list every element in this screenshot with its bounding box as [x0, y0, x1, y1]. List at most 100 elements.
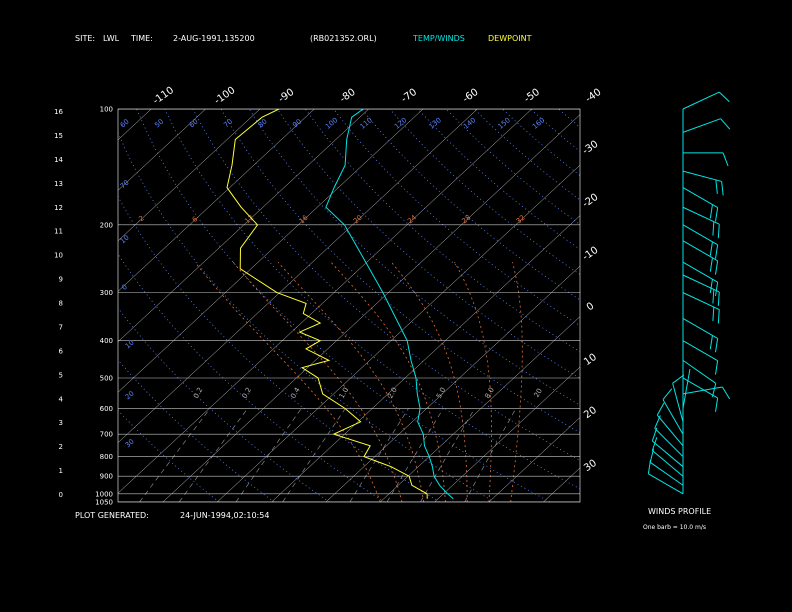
isotherm-line	[118, 109, 261, 242]
wind-barb-shaft	[682, 317, 718, 339]
legend-temp: TEMP/WINDS	[412, 34, 465, 43]
mixing-ratio-line	[464, 408, 517, 502]
dry-adiabat	[118, 359, 275, 502]
isotherm-right-label: 20	[582, 405, 599, 421]
dry-adiabat	[118, 195, 440, 502]
dry-adiabat-label: 120	[393, 116, 408, 131]
wind-barb-shaft	[682, 206, 720, 225]
dry-adiabat-label: 70	[119, 179, 131, 191]
moist-adiabat	[330, 261, 446, 502]
dry-adiabat	[558, 109, 580, 128]
wind-barb-shaft	[656, 414, 684, 447]
dry-adiabat-label: 50	[153, 118, 165, 130]
dry-adiabat	[118, 253, 385, 502]
wind-barb-shaft	[682, 261, 718, 283]
wind-barb-flag	[712, 306, 715, 321]
mixing-ratio-label: 5.0	[435, 386, 447, 400]
mixing-ratio-label: 0.2	[241, 386, 253, 400]
isotherm-line	[118, 109, 478, 444]
isotherm-line	[434, 366, 580, 502]
dry-adiabat-label: 20	[124, 390, 136, 402]
dry-adiabat	[587, 109, 792, 502]
wind-barb-flag	[662, 388, 673, 400]
wind-barb-flag	[709, 335, 713, 350]
wind-barb-flag	[715, 338, 719, 353]
isotherm-right-label: 10	[582, 352, 599, 368]
wind-barb-flag	[711, 383, 717, 398]
dry-adiabat-label: 110	[359, 116, 374, 131]
wind-barb-flag	[715, 397, 719, 412]
isotherm-line	[543, 467, 580, 502]
moist-adiabat-label: 20	[352, 214, 364, 226]
wind-barb-shaft	[682, 170, 722, 182]
dry-adiabat-label: 10	[119, 234, 131, 246]
wind-barb-shaft	[682, 118, 721, 133]
wind-barb-shaft	[682, 274, 720, 293]
height-tick-label: 4	[59, 395, 64, 403]
isotherm-top-label: -100	[213, 85, 238, 107]
wind-barb-flag	[717, 291, 720, 306]
moist-adiabat-label: 6	[191, 215, 200, 224]
height-tick-label: 2	[59, 443, 63, 451]
winds-profile	[647, 91, 731, 495]
temperature-profile	[325, 109, 454, 500]
isotherm-right-label: 30	[582, 458, 599, 474]
pressure-tick-label: 200	[100, 221, 113, 229]
isotherm-top-label: -70	[399, 87, 419, 105]
moist-adiabat-label: 28	[460, 214, 472, 226]
wind-barb-flag	[709, 257, 713, 272]
wind-barb-flag	[715, 179, 718, 194]
axis-labels: 1002003004005006007008009001000105016151…	[54, 85, 603, 507]
mixing-ratio-label: 8.0	[483, 386, 495, 400]
wind-barb-flag	[709, 204, 713, 219]
plot-frame	[117, 108, 581, 503]
isotherm-line	[271, 215, 580, 502]
wind-barb-flag	[720, 118, 731, 130]
background-labels: 60 50 60 70 80 90 100 110 120 130 140 150 1607010010…	[119, 116, 547, 449]
isotherm-line	[162, 114, 580, 502]
isotherm-line	[118, 109, 206, 191]
dry-adiabat	[118, 131, 495, 502]
wind-barb-flag	[712, 289, 715, 304]
isotherm-line	[325, 265, 580, 502]
isotherm-line	[118, 109, 424, 393]
dry-adiabat-label: 160	[531, 116, 546, 131]
mixing-ratio-line	[139, 408, 211, 502]
wind-barb-flag	[721, 181, 724, 196]
moist-adiabat-label: -2	[135, 214, 145, 225]
pressure-tick-label: 1050	[95, 499, 113, 507]
isotherm-right-label: -20	[581, 192, 601, 210]
height-tick-label: 7	[59, 323, 63, 331]
dry-adiabat-label: 70	[222, 118, 234, 130]
dry-adiabat-label: 100	[324, 116, 339, 131]
dry-adiabat-label: 130	[428, 116, 443, 131]
height-tick-label: 11	[54, 228, 63, 236]
dry-adiabat-label: 60	[188, 118, 200, 130]
mixing-ratio-line	[235, 408, 302, 502]
moist-adiabat-label: 12	[243, 214, 255, 226]
height-tick-label: 1	[59, 467, 63, 475]
height-tick-label: 0	[59, 491, 63, 499]
moist-adiabat	[232, 261, 403, 502]
height-tick-label: 8	[59, 300, 63, 308]
wind-barb-shaft	[648, 473, 684, 495]
isotherm-line	[0, 109, 97, 502]
wind-barb-shaft	[682, 240, 718, 262]
site-label: SITE:	[75, 34, 95, 43]
wind-barb-flag	[709, 241, 713, 256]
wind-barb-shaft	[649, 461, 684, 486]
isotherm-top-label: -50	[522, 87, 542, 105]
moist-adiabat	[277, 261, 425, 502]
wind-barb-shaft	[672, 383, 684, 422]
moist-adiabat	[194, 261, 381, 502]
isotherm-line	[0, 109, 43, 502]
time-label: TIME:	[130, 34, 153, 43]
generated-label: PLOT GENERATED:	[75, 511, 149, 520]
mixing-ratio-label: 20	[533, 387, 544, 399]
wind-barb-flag	[722, 152, 729, 167]
moist-adiabat	[391, 261, 468, 502]
pressure-tick-label: 500	[100, 374, 113, 382]
pressure-tick-label: 100	[100, 106, 113, 114]
wind-barb-flag	[656, 402, 665, 416]
height-tick-label: 3	[59, 419, 63, 427]
